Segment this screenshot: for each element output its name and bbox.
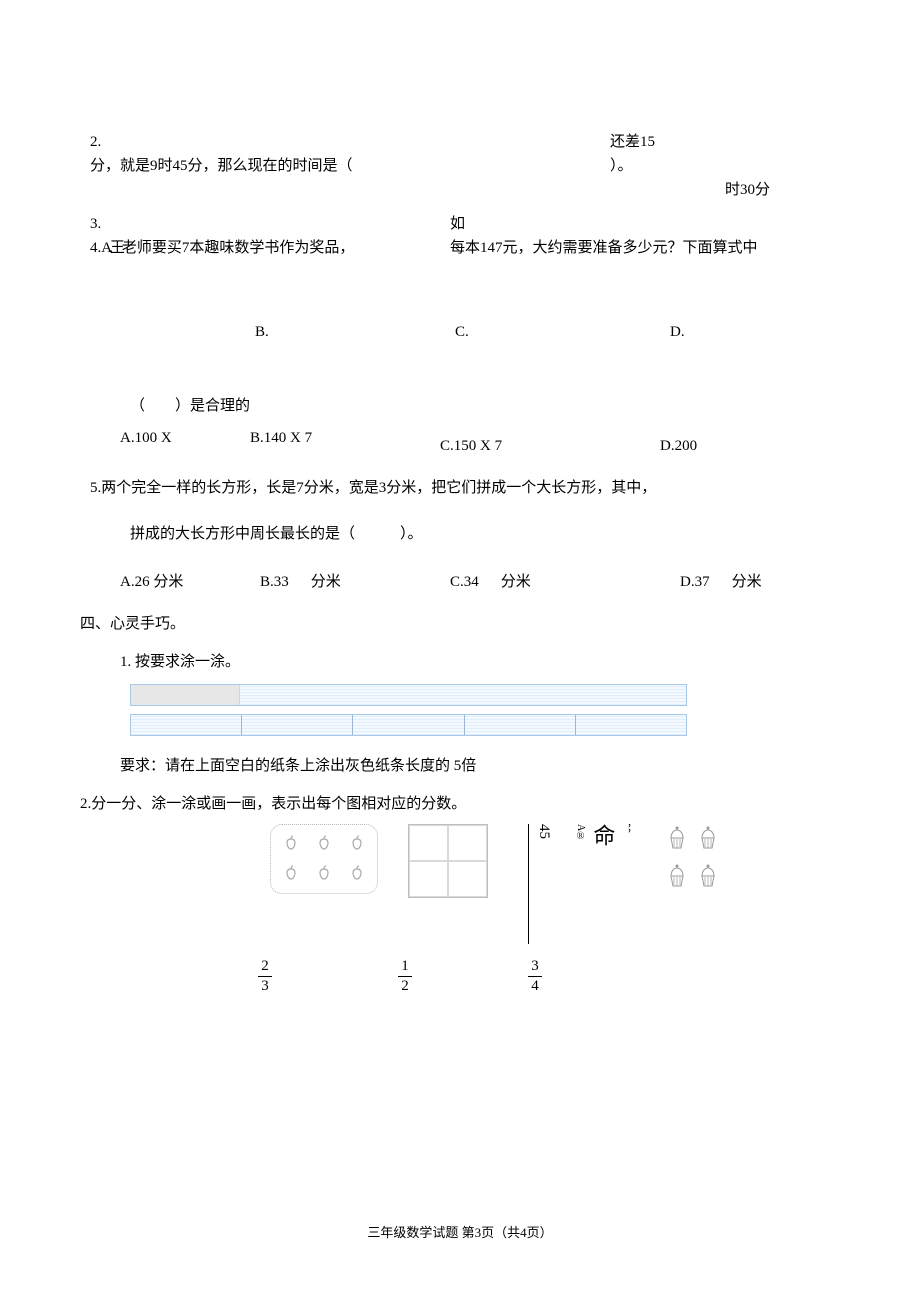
ph-d: D. <box>670 324 685 340</box>
frac-bar <box>398 976 412 977</box>
footer: 三年级数学试题 第3页（共4页） <box>0 1223 920 1244</box>
strip-grey <box>131 685 240 705</box>
q5-options: A.26 分米 B.33 分米 C.34 分米 D.37 分米 <box>90 570 810 594</box>
fig-vertical: ，， 命 A® 45 <box>528 824 633 944</box>
q5-optC-r: 分米 <box>501 570 531 594</box>
i42-label: 2.分一分、涂一涂或画一画，表示出每个图相对应的分数。 <box>80 796 466 812</box>
q4-aw: A.王 <box>101 240 122 256</box>
strip-blue <box>240 685 686 705</box>
q4-optA-x: X <box>161 430 172 446</box>
fig-square <box>408 824 488 898</box>
v-ming: 命 <box>590 824 615 846</box>
q4-stem-l: 老师要买7本趣味数学书作为奖品， <box>122 240 355 256</box>
cupcake-icon <box>665 862 689 896</box>
cupcake-icon <box>665 824 689 858</box>
q5-optD-l: D.37 <box>680 570 710 594</box>
v-45: 45 <box>536 824 552 839</box>
frac-n: 3 <box>531 959 539 974</box>
frac-d: 3 <box>261 979 269 994</box>
i41-req-text: 要求：请在上面空白的纸条上涂出灰色纸条长度的 5倍 <box>120 758 476 774</box>
apple-icon <box>312 862 336 886</box>
q3-right: 如 <box>450 216 465 232</box>
frac-3-4: 3 4 <box>528 959 542 994</box>
q4-num: 4. <box>90 240 101 256</box>
strip-bottom <box>130 714 687 736</box>
item-4-1: 1. 按要求涂一涂。 <box>90 650 810 674</box>
item-4-2: 2.分一分、涂一涂或画一画，表示出每个图相对应的分数。 <box>80 792 810 816</box>
apple-icon <box>345 862 369 886</box>
q4-row: 4.A.王老师要买7本趣味数学书作为奖品， 每本147元，大约需要准备多少元？下… <box>90 236 810 260</box>
page: 2. 还差15 分，就是9时45分，那么现在的时间是（ ）。 时30分 3. 如… <box>0 0 920 1304</box>
apple-icon <box>279 862 303 886</box>
q4-optC: C.150 <box>440 438 480 454</box>
q5-line1: 5.两个完全一样的长方形，长是7分米，宽是3分米，把它们拼成一个大长方形，其中， <box>90 476 810 500</box>
q5-text2: 拼成的大长方形中周长最长的是（ ）。 <box>130 526 423 542</box>
strip-seg <box>465 715 576 735</box>
strip-wrap <box>130 684 685 736</box>
fracs-row: 2 3 1 2 3 4 <box>90 954 810 994</box>
frac-n: 2 <box>261 959 269 974</box>
frac-d: 2 <box>401 979 409 994</box>
vertical-column: ，， 命 A® 45 <box>528 824 633 944</box>
q3-row: 3. 如 <box>90 212 810 236</box>
v-small: A® <box>575 824 586 842</box>
q2-line2-left: 分，就是9时45分，那么现在的时间是（ <box>90 158 353 174</box>
frac-2-3: 2 3 <box>258 959 272 994</box>
frac-bar <box>258 976 272 977</box>
frac-bar <box>528 976 542 977</box>
sec4-title: 四、心灵手巧。 <box>80 612 810 636</box>
q4-paren: （ ）是合理的 <box>130 398 250 414</box>
q2-hint: 时30分 <box>725 182 770 198</box>
strip-seg <box>576 715 686 735</box>
q2-num: 2. <box>90 134 101 150</box>
apple-icon <box>345 832 369 856</box>
fig-apples <box>270 824 378 894</box>
q4-optA: A.100 <box>120 430 161 446</box>
apple-icon <box>312 832 336 856</box>
q2-right-top: 还差15 <box>610 134 655 150</box>
q5-optA: A.26 分米 <box>120 570 183 594</box>
cupcakes-grid <box>663 824 721 896</box>
frac-d: 4 <box>531 979 539 994</box>
q5-text1: 5.两个完全一样的长方形，长是7分米，宽是3分米，把它们拼成一个大长方形，其中， <box>90 480 656 496</box>
q5-optB-l: B.33 <box>260 570 289 594</box>
q2-line2-right: ）。 <box>610 158 633 174</box>
strip-seg <box>353 715 464 735</box>
q4-optC-x: X <box>480 438 491 454</box>
q4-options: A.100 X B.140 X 7 C.150 X 7 D.200 <box>90 426 810 458</box>
ph-b: B. <box>255 324 269 340</box>
q5-optB-r: 分米 <box>311 570 341 594</box>
strip-top <box>130 684 687 706</box>
q4-optC-t: 7 <box>491 438 502 454</box>
q4-optB-t: 7 <box>301 430 312 446</box>
q4-optB-x: X <box>290 430 301 446</box>
q4-stem-r: 每本147元，大约需要准备多少元？下面算式中 <box>450 240 758 256</box>
i41-req: 要求：请在上面空白的纸条上涂出灰色纸条长度的 5倍 <box>90 754 810 778</box>
frac-n: 1 <box>401 959 409 974</box>
sec4-title-text: 四、心灵手巧。 <box>80 616 185 632</box>
q5-optC-l: C.34 <box>450 570 479 594</box>
q3-num: 3. <box>90 216 101 232</box>
apples-box <box>270 824 378 894</box>
fig-cupcakes <box>663 824 721 896</box>
i41-label: 1. 按要求涂一涂。 <box>120 654 240 670</box>
q4-optB: B.140 <box>250 430 290 446</box>
apple-icon <box>279 832 303 856</box>
cupcake-icon <box>696 862 720 896</box>
q2-row2: 分，就是9时45分，那么现在的时间是（ ）。 <box>90 154 810 178</box>
q2-row1: 2. 还差15 <box>90 130 810 154</box>
q5-optD-r: 分米 <box>732 570 762 594</box>
strip-seg <box>131 715 242 735</box>
square-2x2 <box>408 824 488 898</box>
footer-text: 三年级数学试题 第3页（共4页） <box>367 1225 552 1240</box>
ph-c: C. <box>455 324 469 340</box>
cupcake-icon <box>696 824 720 858</box>
v-quote: ，， <box>619 824 630 839</box>
strip-seg <box>242 715 353 735</box>
figs-row: ，， 命 A® 45 <box>90 824 810 944</box>
q4-placeholder-opts: B. C. D. <box>90 320 810 344</box>
frac-1-2: 1 2 <box>398 959 412 994</box>
q4-optD: D.200 <box>660 438 697 454</box>
